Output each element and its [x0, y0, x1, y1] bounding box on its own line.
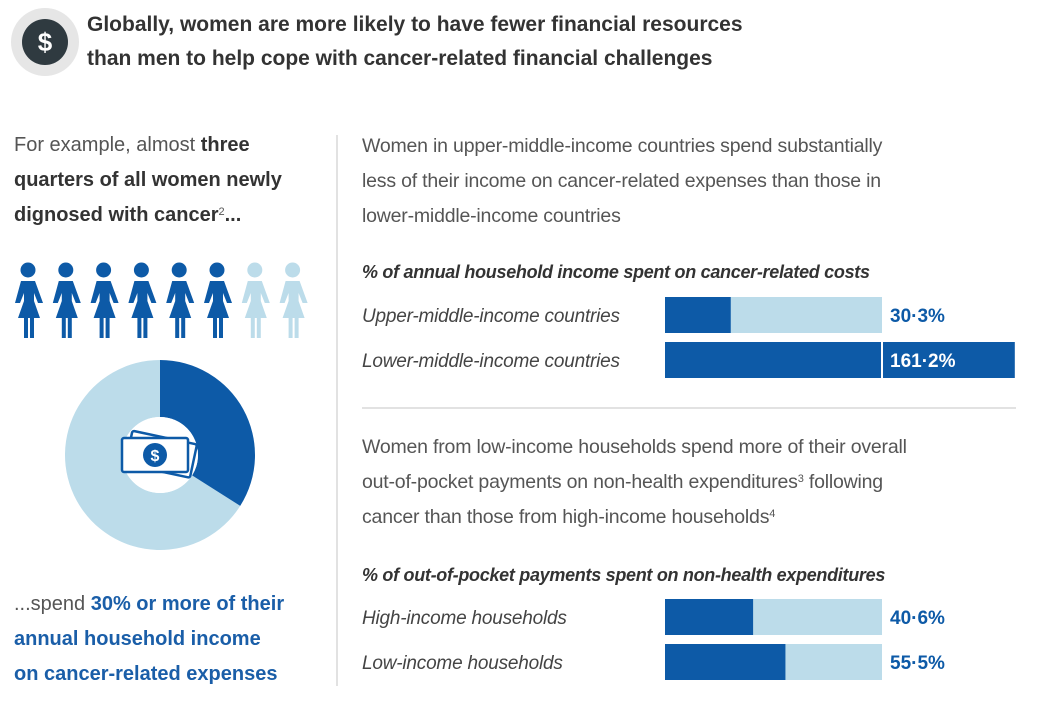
donut-segment	[65, 360, 241, 550]
bar	[665, 644, 786, 680]
chart-title: % of out-of-pocket payments spent on non…	[362, 565, 885, 585]
person-figure	[52, 262, 81, 338]
figure-head	[171, 262, 187, 278]
text-segment: annual household income	[14, 628, 261, 650]
text-line: dignosed with cancer2...	[14, 204, 241, 226]
figure-head	[209, 262, 225, 278]
figure-body	[166, 281, 195, 338]
donut	[65, 360, 255, 550]
text-line: quarters of all women newly	[14, 169, 283, 191]
category-label: Low-income households	[362, 653, 563, 674]
dollar-icon: $	[38, 27, 53, 57]
value-label: 161·2%	[890, 351, 956, 372]
figure-body	[128, 281, 157, 338]
figure-head	[58, 262, 74, 278]
person-figure	[204, 262, 232, 338]
text-segment: quarters of all women newly	[14, 169, 283, 191]
text-line: Women in upper-middle-income countries s…	[362, 135, 883, 157]
text-segment: dignosed with cancer	[14, 204, 219, 226]
text-line: out-of-pocket payments on non-health exp…	[362, 471, 883, 493]
category-label: Lower-middle-income countries	[362, 351, 621, 372]
text-segment: ...	[225, 204, 242, 226]
text-segment: ...spend	[14, 593, 91, 615]
text-line: on cancer-related expenses	[14, 663, 277, 685]
text-line: annual household income	[14, 628, 261, 650]
donut-segment	[160, 360, 255, 506]
person-figure	[128, 262, 157, 338]
bar	[665, 342, 1015, 378]
person-figure	[166, 262, 195, 338]
coin	[143, 443, 167, 467]
text-segment: Women in upper-middle-income countries s…	[362, 135, 883, 157]
text-segment: Women from low-income households spend m…	[362, 436, 907, 458]
bar	[665, 297, 731, 333]
figure-body	[279, 281, 308, 338]
header-title: than men to help cope with cancer-relate…	[87, 47, 713, 70]
figure-body	[15, 281, 43, 338]
chart-title: % of annual household income spent on ca…	[362, 262, 870, 282]
text-segment: following	[804, 471, 883, 493]
text-segment: less of their income on cancer-related e…	[362, 170, 881, 192]
figure-body	[241, 281, 270, 338]
category-label: Upper-middle-income countries	[362, 306, 621, 327]
value-label: 40·6%	[890, 608, 945, 629]
text-line: cancer than those from high-income house…	[362, 506, 775, 528]
figure-head	[96, 262, 112, 278]
text-line: ...spend 30% or more of their	[14, 593, 284, 615]
text-segment: cancer than those from high-income house…	[362, 506, 770, 528]
money-icon: $	[120, 417, 198, 493]
figure-head	[285, 262, 301, 278]
person-figure	[241, 262, 270, 338]
person-figure	[15, 262, 43, 338]
person-figure	[90, 262, 119, 338]
category-label: High-income households	[362, 608, 567, 629]
text-line: For example, almost three	[14, 134, 250, 156]
text-line: less of their income on cancer-related e…	[362, 170, 881, 192]
text-segment: 30% or more of their	[91, 593, 285, 615]
figure-body	[52, 281, 81, 338]
figure-head	[133, 262, 149, 278]
footnote-ref: 2	[218, 206, 224, 218]
text-segment: out-of-pocket payments on non-health exp…	[362, 471, 798, 493]
text-segment: on cancer-related expenses	[14, 663, 277, 685]
figure-head	[20, 262, 36, 278]
coin-symbol: $	[151, 448, 160, 465]
figure-head	[247, 262, 263, 278]
text-segment: lower-middle-income countries	[362, 205, 621, 227]
icon-circle	[22, 19, 68, 65]
text-segment: For example, almost	[14, 134, 201, 156]
figure-body	[90, 281, 119, 338]
footnote-ref: 3	[798, 473, 804, 485]
bar	[665, 599, 754, 635]
value-label: 30·3%	[890, 306, 945, 327]
header-title: Globally, women are more likely to have …	[87, 13, 743, 36]
text-line: lower-middle-income countries	[362, 205, 621, 227]
person-figure	[279, 262, 308, 338]
footnote-ref: 4	[769, 508, 775, 520]
value-label: 55·5%	[890, 653, 945, 674]
figure-body	[204, 281, 232, 338]
text-segment: three	[201, 134, 250, 156]
text-line: Women from low-income households spend m…	[362, 436, 907, 458]
